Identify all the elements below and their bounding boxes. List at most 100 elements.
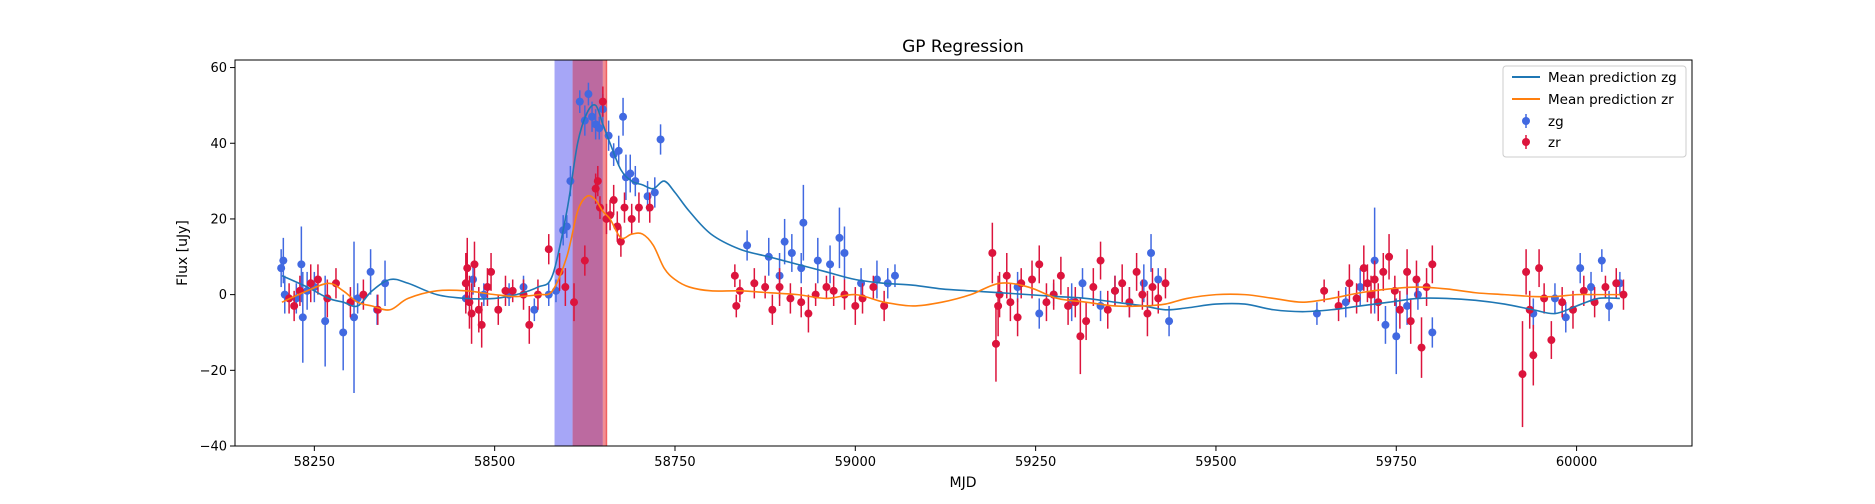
point-zr bbox=[1161, 279, 1170, 288]
point-zr bbox=[1071, 298, 1080, 307]
point-zg bbox=[366, 267, 375, 276]
y-tick-label: 0 bbox=[219, 288, 227, 303]
y-tick-label: 20 bbox=[210, 212, 227, 227]
point-zr bbox=[1064, 301, 1073, 310]
point-zg bbox=[469, 275, 478, 284]
y-tick-label: 40 bbox=[210, 137, 227, 152]
point-zr bbox=[1374, 298, 1383, 307]
point-zr bbox=[1619, 290, 1628, 299]
shaded-region-2 bbox=[602, 60, 607, 446]
point-zg bbox=[1428, 328, 1437, 337]
point-zr bbox=[561, 283, 570, 292]
point-zr bbox=[463, 264, 472, 273]
point-zg bbox=[1381, 320, 1390, 329]
point-zr bbox=[1522, 267, 1531, 276]
point-zr bbox=[1132, 267, 1141, 276]
point-zr bbox=[483, 283, 492, 292]
point-zg bbox=[650, 188, 659, 197]
x-tick-label: 59500 bbox=[1195, 455, 1236, 470]
point-zr bbox=[1110, 286, 1119, 295]
point-zr bbox=[580, 256, 589, 265]
point-zr bbox=[775, 283, 784, 292]
point-zg bbox=[1392, 332, 1401, 341]
point-zr bbox=[829, 286, 838, 295]
point-zr bbox=[851, 301, 860, 310]
point-zr bbox=[1076, 332, 1085, 341]
point-zg bbox=[619, 112, 628, 121]
point-zg bbox=[530, 305, 539, 314]
point-zr bbox=[598, 97, 607, 106]
point-zr bbox=[768, 305, 777, 314]
point-zr bbox=[786, 294, 795, 303]
point-zr bbox=[290, 301, 299, 310]
point-zr bbox=[1367, 290, 1376, 299]
point-zr bbox=[1345, 279, 1354, 288]
line-mean-prediction-zr bbox=[281, 194, 1620, 311]
point-zr bbox=[1056, 271, 1065, 280]
point-zg bbox=[321, 317, 330, 326]
point-zr bbox=[1540, 294, 1549, 303]
series-zr bbox=[285, 86, 1628, 428]
point-zr bbox=[645, 203, 654, 212]
point-zg bbox=[297, 260, 306, 269]
point-zg bbox=[339, 328, 348, 337]
point-zr bbox=[732, 301, 741, 310]
point-zr bbox=[477, 320, 486, 329]
point-zg bbox=[840, 249, 849, 257]
point-zr bbox=[620, 203, 629, 212]
point-zr bbox=[1558, 298, 1567, 307]
point-zr bbox=[1518, 370, 1527, 379]
point-zg bbox=[1139, 279, 1148, 288]
point-zg bbox=[743, 241, 752, 250]
legend-marker-zg bbox=[1522, 117, 1530, 125]
y-axis-ticks: −40 −20 0 20 40 60 bbox=[200, 61, 235, 455]
point-zg bbox=[1356, 283, 1365, 292]
point-zr bbox=[487, 267, 496, 276]
y-tick-label: −40 bbox=[200, 440, 227, 455]
point-zr bbox=[880, 301, 889, 310]
point-zr bbox=[616, 237, 625, 246]
legend-marker-zr bbox=[1522, 138, 1530, 146]
point-zg bbox=[350, 313, 359, 322]
point-zr bbox=[467, 309, 476, 318]
x-tick-label: 59750 bbox=[1376, 455, 1417, 470]
point-zr bbox=[593, 177, 602, 186]
point-zr bbox=[761, 283, 770, 292]
series-layer bbox=[277, 82, 1628, 428]
point-zr bbox=[1379, 267, 1388, 276]
point-zr bbox=[508, 286, 517, 295]
point-zr bbox=[750, 279, 759, 288]
legend: Mean prediction zg Mean prediction zr zg… bbox=[1502, 65, 1687, 158]
shaded-region-0 bbox=[554, 60, 573, 446]
point-zr bbox=[1006, 298, 1015, 307]
point-zg bbox=[780, 237, 789, 246]
point-zr bbox=[494, 305, 503, 314]
point-zg bbox=[890, 271, 899, 280]
point-zr bbox=[1096, 256, 1105, 265]
point-zr bbox=[1035, 260, 1044, 269]
point-zr bbox=[1417, 343, 1426, 352]
point-zg bbox=[479, 290, 488, 299]
legend-label-zr: zr bbox=[1548, 135, 1561, 151]
point-zr bbox=[1428, 260, 1437, 269]
point-zg bbox=[626, 169, 635, 178]
point-zr bbox=[1154, 294, 1163, 303]
legend-label-zg: zg bbox=[1548, 114, 1564, 130]
point-zg bbox=[1413, 290, 1422, 299]
point-zr bbox=[994, 301, 1003, 310]
x-tick-label: 60000 bbox=[1556, 455, 1597, 470]
point-zg bbox=[1165, 317, 1174, 326]
point-zr bbox=[1395, 305, 1404, 314]
point-zg bbox=[279, 256, 288, 265]
point-zr bbox=[988, 249, 997, 257]
legend-label-mean-zg: Mean prediction zg bbox=[1548, 70, 1677, 86]
point-zr bbox=[822, 283, 831, 292]
point-zr bbox=[1547, 336, 1556, 345]
point-zg bbox=[614, 146, 623, 155]
point-zr bbox=[1412, 275, 1421, 284]
point-zr bbox=[1118, 279, 1127, 288]
legend-label-mean-zr: Mean prediction zr bbox=[1548, 92, 1674, 108]
point-zg bbox=[835, 233, 844, 242]
point-zg bbox=[1154, 275, 1163, 284]
